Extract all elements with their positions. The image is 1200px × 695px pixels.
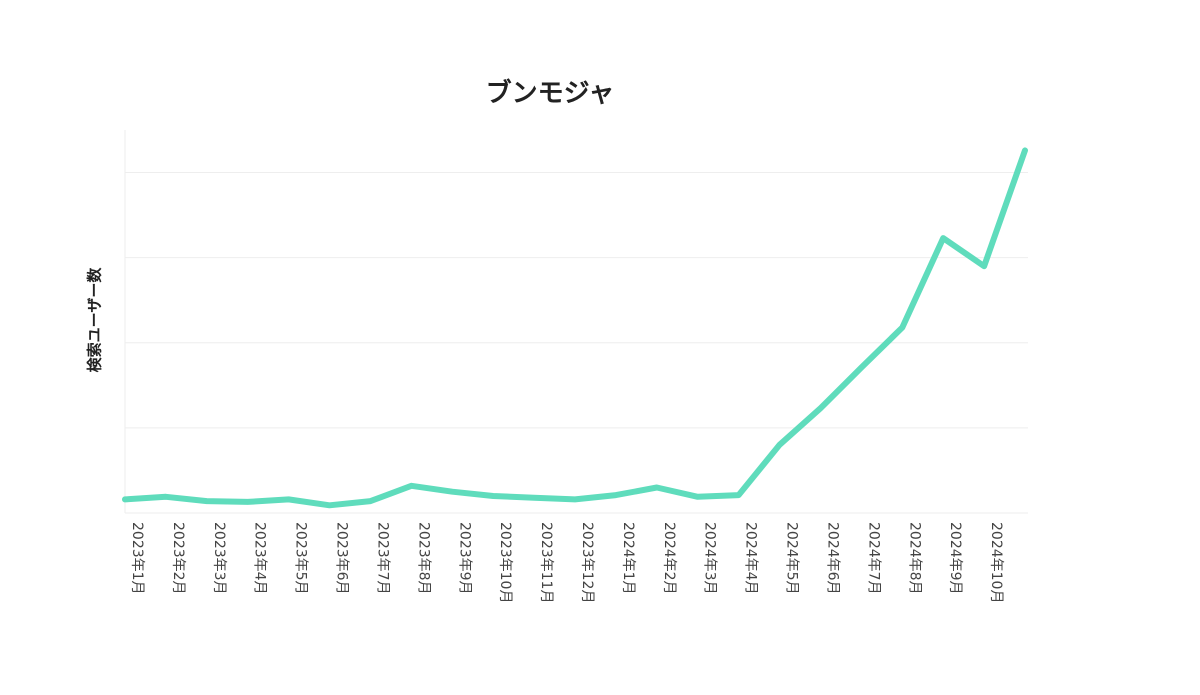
x-tick-label: 2023年2月: [170, 522, 186, 595]
x-tick-label: 2023年8月: [415, 522, 431, 595]
x-tick-label: 2024年1月: [620, 522, 636, 595]
x-tick-label: 2023年5月: [293, 522, 309, 595]
x-tick-label: 2023年4月: [252, 522, 268, 595]
x-tick-label: 2024年6月: [824, 522, 840, 595]
x-tick-label: 2023年1月: [129, 522, 145, 595]
x-tick-label: 2023年3月: [211, 522, 227, 595]
x-tick-label: 2023年10月: [497, 522, 513, 603]
y-axis-label: 検索ユーザー数: [86, 267, 104, 373]
x-tick-label: 2024年3月: [702, 522, 718, 595]
x-tick-label: 2024年10月: [988, 522, 1004, 603]
x-tick-label: 2024年2月: [661, 522, 677, 595]
x-tick-label: 2024年5月: [784, 522, 800, 595]
x-tick-label: 2023年7月: [374, 522, 390, 595]
data-line: [122, 147, 1028, 509]
x-tick-label: 2023年6月: [334, 522, 350, 595]
x-tick-label: 2024年8月: [906, 522, 922, 595]
x-tick-label: 2024年4月: [743, 522, 759, 595]
x-tick-label: 2024年9月: [947, 522, 963, 595]
x-tick-label: 2023年11月: [538, 522, 554, 603]
x-tick-label: 2023年12月: [579, 522, 595, 603]
x-tick-label: 2023年9月: [456, 522, 472, 595]
x-tick-label: 2024年7月: [865, 522, 881, 595]
chart-title: ブンモジャ: [486, 78, 615, 109]
